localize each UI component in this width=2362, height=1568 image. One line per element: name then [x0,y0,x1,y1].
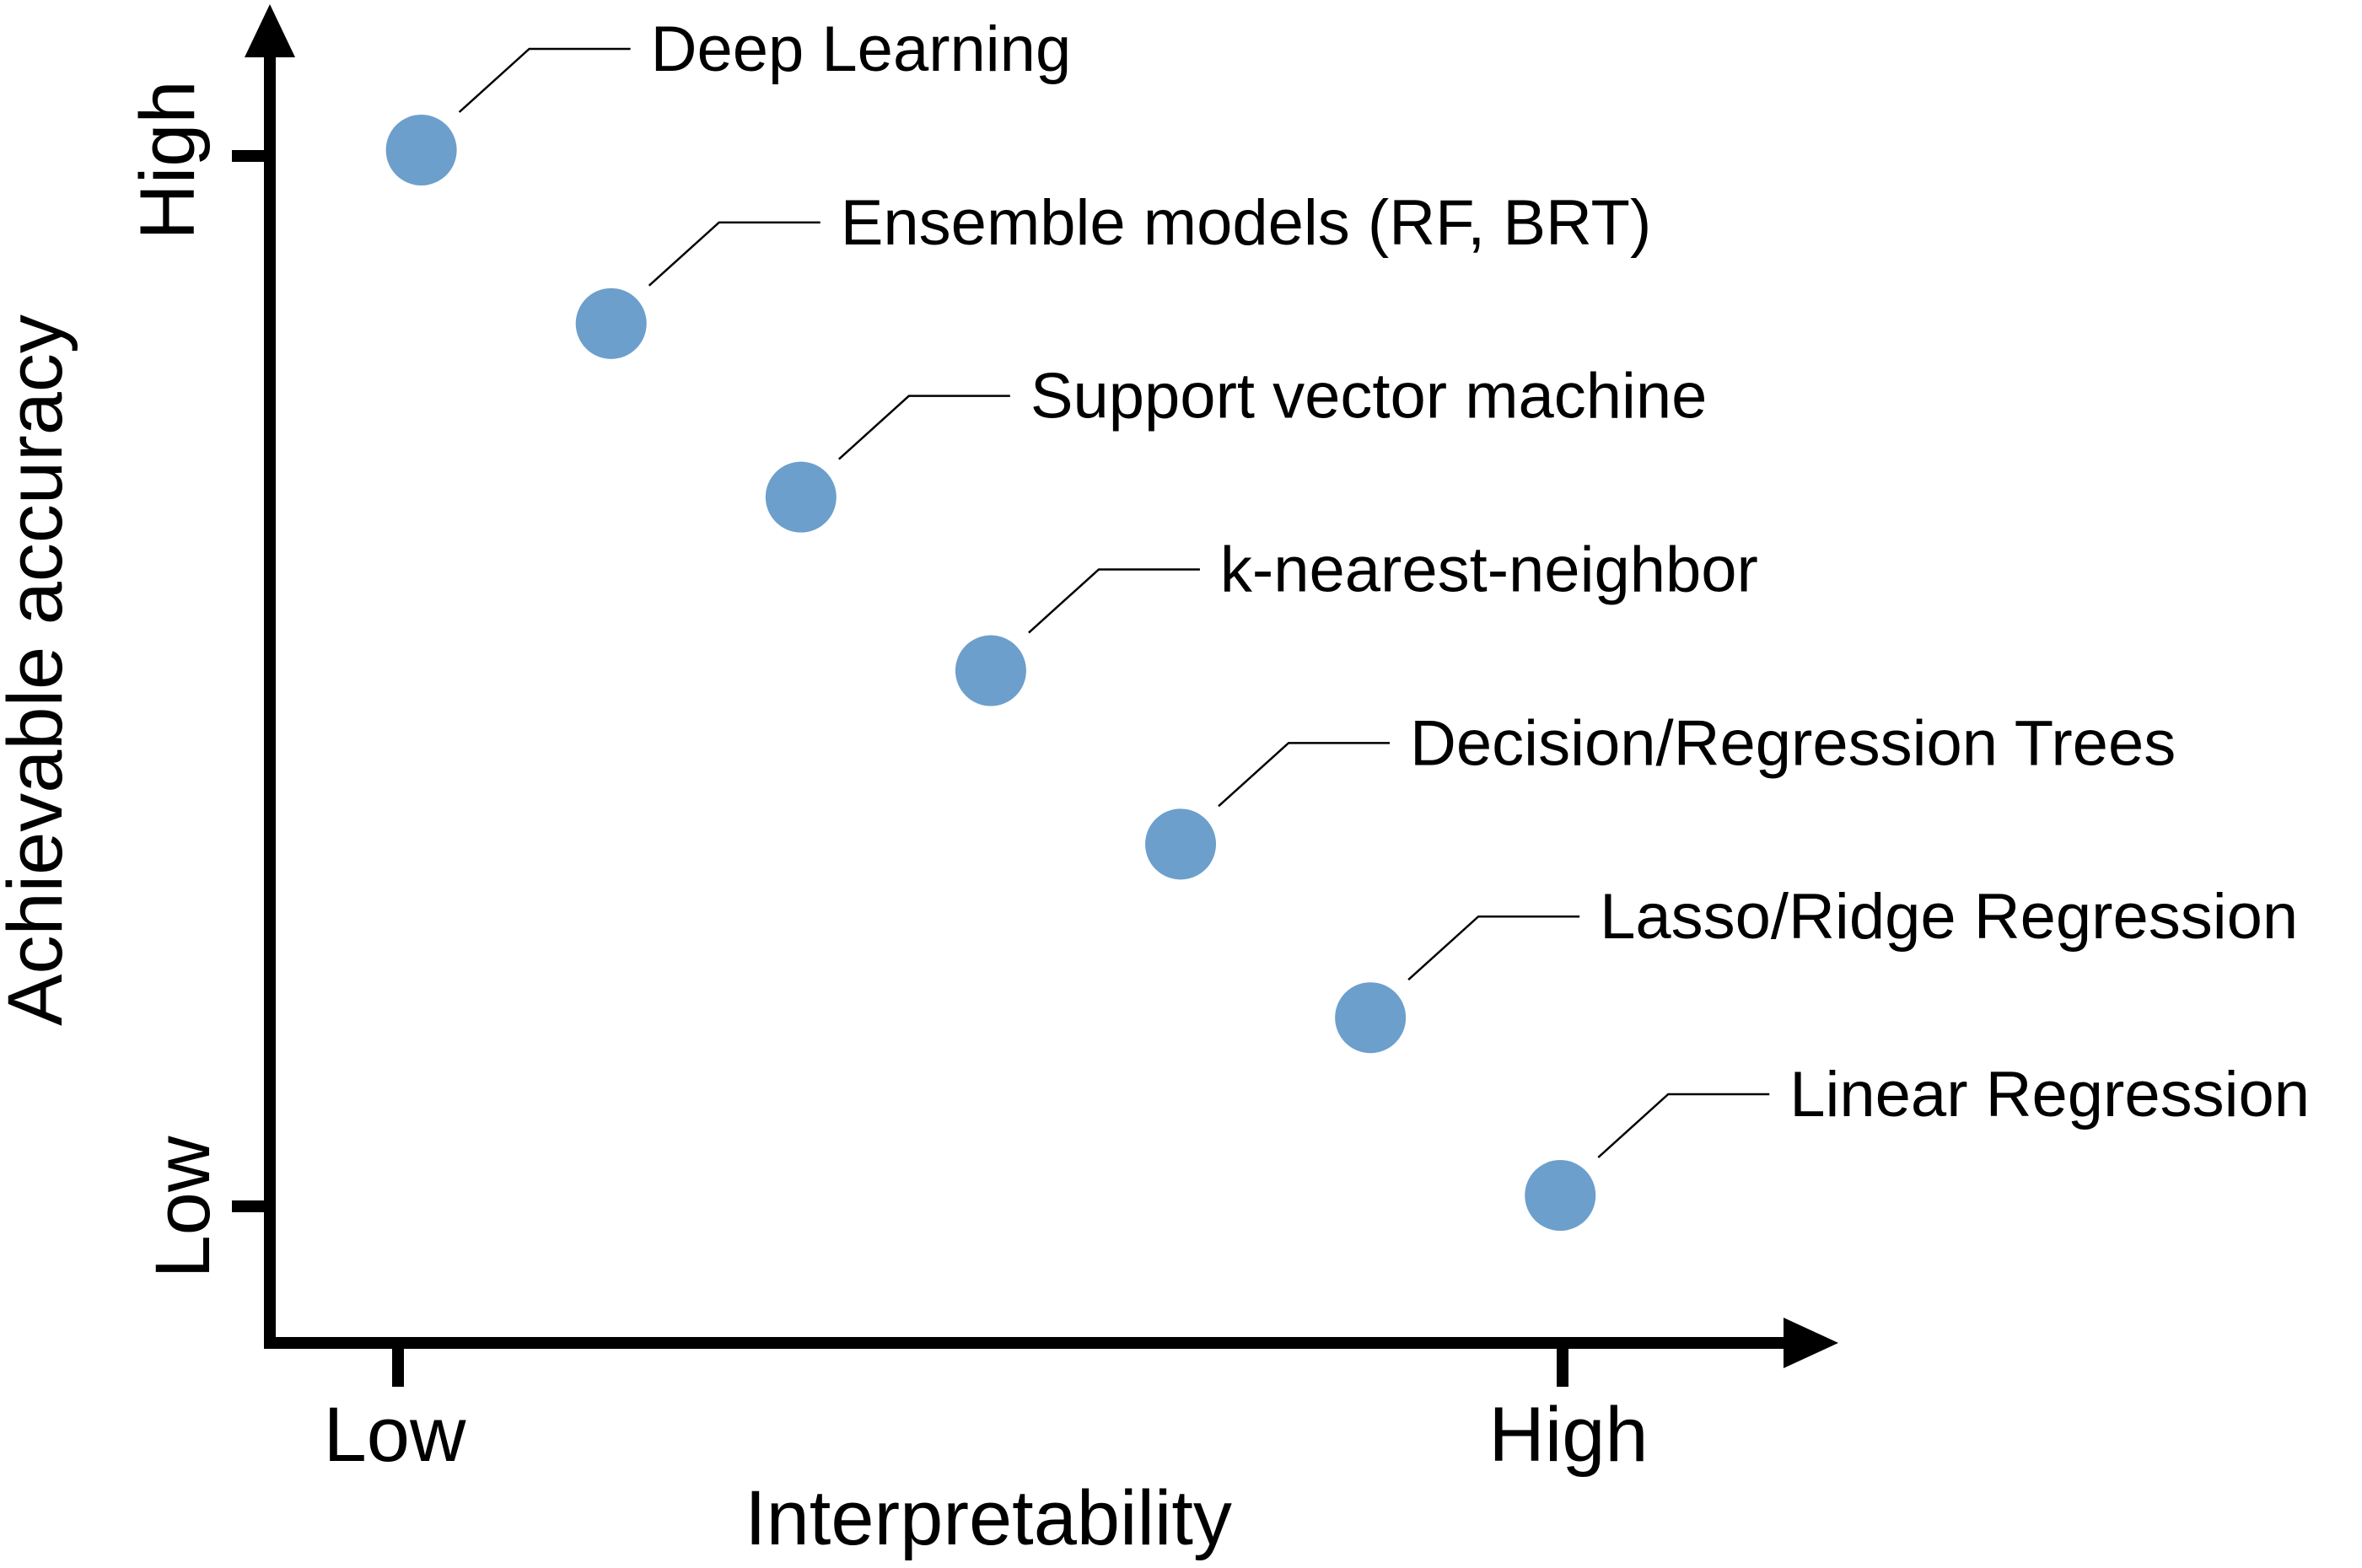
leader-line [458,47,631,113]
data-point [1145,808,1217,880]
leader-line [1407,915,1580,981]
x-axis-title: Interpretability [745,1475,1232,1561]
y-axis-title: Achievable accuracy [0,314,78,1026]
leader-line [837,395,1010,460]
point-label: Deep Learning [651,13,1072,85]
data-point [385,115,457,185]
x-axis-arrowhead [1784,1318,1838,1368]
scatter-marks: Deep Learning Ensemble models (RF, BRT) Su… [385,13,2310,1231]
data-point [1335,982,1407,1054]
point-label: Support vector machine [1030,361,1708,432]
y-tick-label-low: Low [140,1136,226,1278]
point-label: Lasso/Ridge Regression [1600,881,2298,953]
leader-line [1028,568,1200,634]
x-tick-label-low: Low [324,1392,466,1478]
data-point [1525,1160,1596,1231]
leader-line [1597,1093,1770,1158]
x-tick-label-high: High [1488,1392,1648,1478]
data-point [575,287,647,359]
data-point [955,635,1026,706]
data-point [765,461,837,533]
point-label: Linear Regression [1789,1059,2310,1130]
y-axis-arrowhead [245,4,295,57]
leader-line [648,221,821,287]
point-label: Decision/Regression Trees [1410,707,2176,779]
point-label: Ensemble models (RF, BRT) [841,187,1652,259]
y-tick-label-high: High [125,80,211,239]
point-label: k-nearest-neighbor [1220,534,1758,606]
leader-line [1218,742,1391,808]
